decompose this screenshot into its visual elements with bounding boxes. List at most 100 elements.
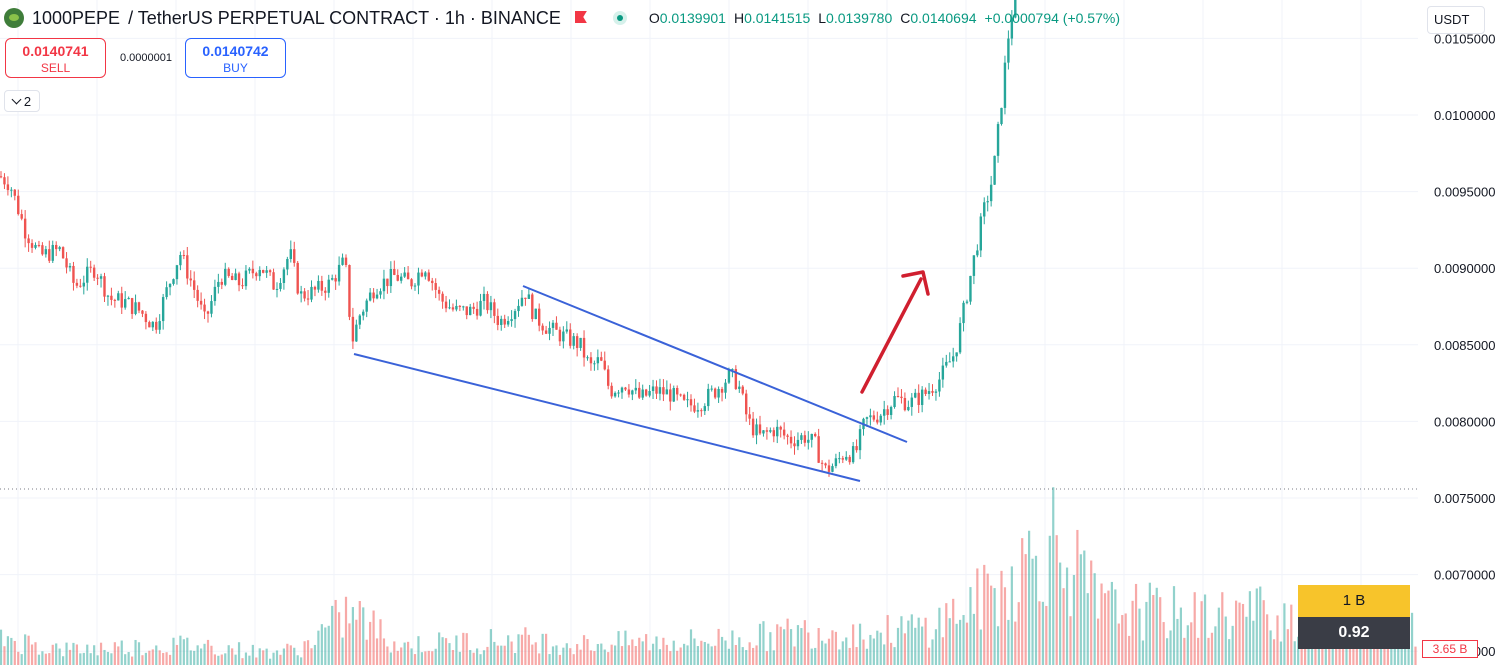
volume-bar (1055, 535, 1058, 665)
candle (758, 415, 762, 436)
falling-wedge-upper-trendline[interactable] (522, 285, 908, 443)
volume-bar (451, 650, 455, 665)
candle (672, 385, 675, 403)
candle (441, 291, 444, 309)
candle (772, 427, 775, 443)
candle (524, 297, 527, 306)
volume-bar (317, 630, 320, 665)
candle (403, 267, 406, 278)
volume-bar (1007, 619, 1010, 665)
flag-icon[interactable] (575, 11, 587, 25)
volume-bar (1231, 625, 1234, 665)
candle (444, 295, 448, 313)
candle (631, 389, 634, 401)
candle (782, 422, 786, 440)
volume-bar (1293, 641, 1296, 665)
volume-bar (151, 649, 154, 665)
volume-bar (624, 630, 627, 665)
candle (351, 307, 355, 349)
volume-bar (627, 645, 630, 665)
breakout-arrow[interactable] (860, 270, 930, 394)
volume-bar (458, 651, 461, 665)
candle (969, 275, 972, 305)
price-tick-label: 0.0095000 (1434, 185, 1495, 200)
volume-bar (748, 642, 751, 665)
candle (262, 269, 265, 274)
candle (310, 280, 313, 303)
volume-bar (507, 635, 510, 665)
volume-bar (1079, 554, 1082, 665)
candle (179, 251, 182, 271)
market-status-icon[interactable] (612, 11, 627, 25)
volume-bar (714, 645, 717, 665)
candle (10, 187, 13, 198)
price-axis[interactable]: 0.0105000 0.0100000 0.0095000 0.0090000 0.00… (1434, 31, 1495, 659)
volume-bar (886, 615, 889, 665)
candle (230, 273, 234, 281)
volume-bar (758, 623, 762, 665)
candle (617, 389, 620, 398)
symbol-description[interactable]: / TetherUS PERPETUAL CONTRACT · 1h · BIN… (128, 7, 561, 28)
volume-bar (24, 634, 27, 665)
candle (786, 433, 789, 445)
volume-bar (1093, 573, 1096, 665)
candle (44, 245, 48, 258)
currency-selector[interactable]: USDT (1427, 6, 1485, 34)
volume-bar (907, 620, 910, 665)
candle (20, 209, 23, 221)
volume-bar (838, 649, 841, 665)
volume-bar (1052, 487, 1055, 665)
buy-price: 0.0140742 (202, 43, 269, 59)
volume-bar (469, 650, 472, 665)
volume-bar (1159, 597, 1162, 665)
candle (337, 256, 341, 286)
volume-bar (417, 636, 420, 665)
candle (762, 430, 765, 437)
candle (175, 264, 179, 285)
volume-bar (1341, 642, 1345, 665)
falling-wedge-lower-trendline[interactable] (353, 353, 861, 482)
volume-bar (441, 637, 444, 665)
volume-bar (462, 632, 465, 665)
indicators-collapse-button[interactable]: 2 (4, 90, 40, 112)
volume-bar (1048, 535, 1051, 665)
candle (358, 314, 361, 330)
volume-bar (1255, 588, 1258, 665)
volume-bar (510, 641, 513, 665)
candle (686, 391, 689, 408)
volume-bar (631, 639, 634, 665)
volume-bar (531, 644, 534, 665)
volume-bar (400, 647, 403, 665)
volume-bar (965, 622, 969, 665)
volume-bar (1021, 538, 1024, 665)
indicators-count: 2 (23, 93, 32, 109)
candle (662, 379, 665, 402)
candle (103, 272, 106, 303)
candle (17, 189, 20, 216)
high-value: 0.0141515 (744, 10, 811, 26)
candle (896, 387, 900, 398)
buy-button[interactable]: 0.0140742 BUY (185, 38, 286, 78)
symbol-name[interactable]: 1000PEPE (32, 7, 121, 28)
volume-bar (86, 644, 89, 665)
volume-value-label: 0.92 (1298, 617, 1410, 649)
candle (320, 275, 324, 296)
volume-bar (34, 642, 37, 665)
candle (106, 294, 110, 306)
price-tick-label: 0.0075000 (1434, 491, 1495, 506)
volume-bar (44, 653, 47, 665)
volume-bar (489, 629, 492, 665)
volume-bar (413, 654, 417, 665)
volume-bar (1121, 615, 1124, 665)
volume-bar (517, 634, 520, 665)
volume-bar (127, 652, 130, 665)
volume-bar (227, 645, 230, 665)
sell-button[interactable]: 0.0140741 SELL (5, 38, 106, 78)
candle (910, 393, 913, 416)
volume-bar (924, 617, 927, 665)
volume-bar (17, 651, 20, 665)
volume-bar (275, 650, 279, 665)
candle (544, 325, 548, 335)
candle (331, 274, 334, 281)
